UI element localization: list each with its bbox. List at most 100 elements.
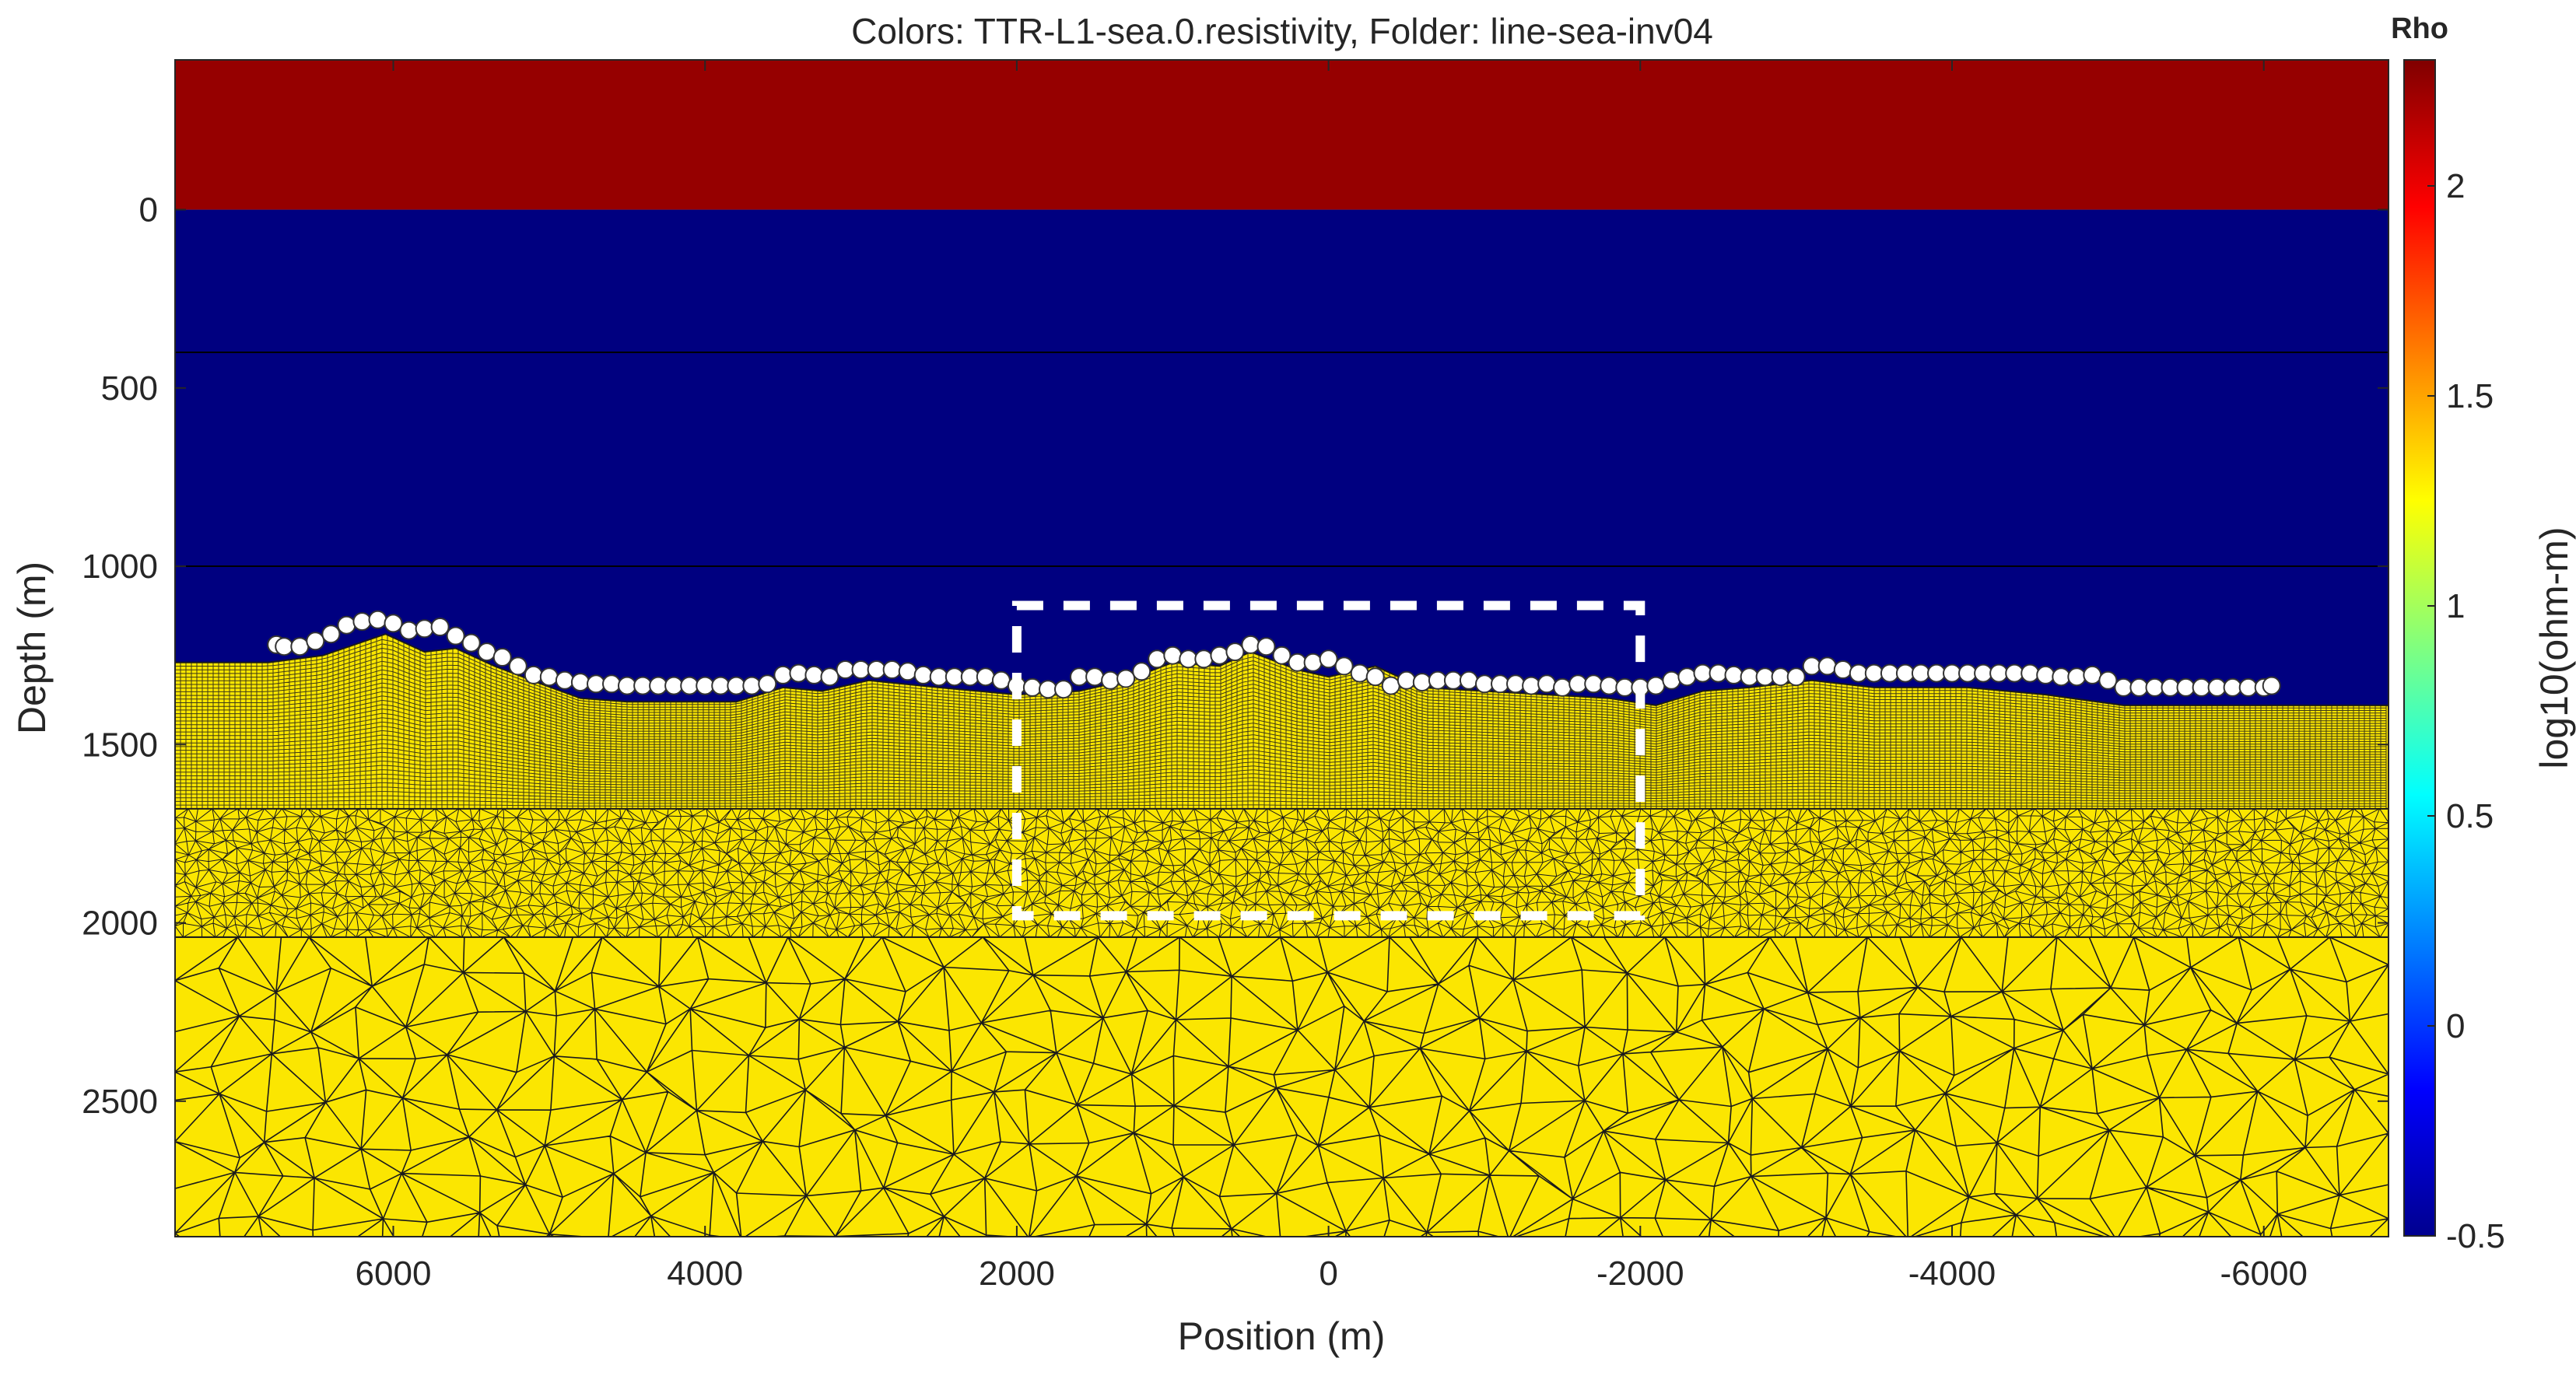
colorbar-tick-label: 2 [2446, 167, 2465, 205]
receiver-marker [1397, 670, 1416, 690]
receiver-marker [1039, 680, 1057, 699]
receiver-marker [773, 665, 793, 684]
receiver-marker [882, 660, 902, 679]
receiver-marker [1132, 662, 1151, 681]
receiver-marker [1568, 674, 1588, 694]
receiver-marker [446, 626, 465, 646]
receiver-marker [555, 670, 574, 690]
receiver-marker [1927, 663, 1946, 683]
receiver-marker [2176, 677, 2196, 697]
receiver-marker [1491, 674, 1509, 694]
x-axis: 6000 4000 2000 0 -2000 -4000 -6000 [356, 60, 2308, 1293]
receiver-marker [1895, 663, 1915, 683]
receiver-marker [1365, 667, 1385, 687]
receiver-marker [945, 667, 964, 687]
receiver-marker [742, 676, 762, 695]
receiver-marker [1584, 674, 1603, 694]
receiver-marker [1256, 637, 1276, 656]
receiver-marker [430, 618, 450, 636]
receiver-marker [2145, 677, 2164, 697]
receiver-marker [1600, 676, 1619, 695]
receiver-marker [2207, 677, 2227, 697]
x-axis-label: Position (m) [1178, 1314, 1386, 1358]
receiver-marker [929, 667, 948, 687]
receiver-marker [1101, 670, 1120, 690]
receiver-marker [461, 633, 481, 653]
x-tick-label: 0 [1319, 1255, 1337, 1293]
y-tick-label: 1000 [82, 548, 158, 586]
y-tick-label: 500 [101, 369, 158, 408]
receiver-marker [2005, 663, 2024, 683]
receiver-marker [1194, 649, 1214, 669]
receiver-marker [2262, 676, 2281, 695]
receiver-marker [524, 665, 543, 684]
colorbar-title: Rho [2391, 12, 2448, 45]
receiver-marker [1553, 677, 1572, 697]
receiver-marker [539, 667, 559, 687]
receiver-marker [1475, 674, 1494, 694]
plot-area [175, 60, 2388, 1237]
receiver-marker [649, 676, 668, 695]
receiver-marker [680, 676, 699, 695]
receiver-marker [758, 674, 777, 694]
receiver-marker [306, 632, 325, 651]
receiver-marker [477, 642, 496, 662]
x-tick-label: 6000 [356, 1255, 432, 1293]
receiver-marker [1225, 642, 1245, 662]
receiver-marker [664, 676, 684, 695]
receiver-marker [1771, 667, 1790, 687]
receiver-marker [352, 612, 372, 632]
receiver-marker [1443, 670, 1463, 690]
receiver-marker [1880, 663, 1899, 683]
receiver-marker [633, 676, 653, 695]
x-tick-label: -4000 [1908, 1255, 1996, 1293]
receiver-marker [1615, 677, 1635, 697]
receiver-marker [1864, 663, 1884, 683]
colorbar-gradient [2403, 59, 2436, 1237]
receiver-marker [1646, 676, 1666, 695]
receiver-marker [1943, 663, 1961, 683]
receiver-marker [1740, 667, 1759, 687]
receiver-marker [1163, 646, 1183, 665]
receiver-marker [275, 637, 294, 656]
receiver-marker [1802, 656, 1821, 676]
receiver-marker [1428, 670, 1447, 690]
receiver-marker [1085, 667, 1105, 687]
y-axis: 0 500 1000 1500 2000 2500 [82, 191, 2388, 1121]
receiver-marker [976, 667, 995, 687]
receiver-marker [2083, 665, 2102, 684]
receiver-marker [1958, 663, 1977, 683]
mesh-boundaries [175, 807, 2388, 938]
receiver-marker [1070, 667, 1088, 687]
receiver-marker [1412, 673, 1432, 692]
colorbar-tick-label: 1 [2446, 587, 2465, 625]
receiver-marker [399, 621, 419, 640]
receiver-marker [2114, 677, 2133, 697]
colorbar-tick-label: -0.5 [2446, 1217, 2505, 1255]
receiver-marker [570, 673, 590, 692]
receiver-marker [618, 676, 636, 695]
receiver-marker [1677, 667, 1697, 687]
y-tick-label: 1500 [82, 726, 158, 764]
plot-frame [174, 59, 2389, 1237]
receiver-marker [1288, 653, 1307, 672]
receiver-marker [1054, 680, 1073, 699]
receiver-marker [867, 660, 886, 679]
receiver-marker [851, 660, 871, 679]
receiver-marker [587, 674, 605, 694]
receiver-marker [1116, 669, 1136, 688]
receiver-marker [2067, 667, 2087, 687]
receiver-marker [2192, 677, 2211, 697]
receiver-marker [1989, 663, 2009, 683]
structured-mesh [175, 635, 2387, 809]
x-tick-label: -2000 [1596, 1255, 1684, 1293]
colorbar-tick-label: 0 [2446, 1007, 2465, 1045]
x-tick-label: 4000 [667, 1255, 743, 1293]
receiver-marker [1724, 665, 1744, 684]
receiver-marker [1755, 667, 1775, 687]
receiver-marker [1303, 653, 1323, 672]
receiver-marker [1537, 674, 1557, 694]
receiver-marker [1662, 670, 1681, 690]
receiver-marker [1148, 649, 1167, 669]
receiver-marker [789, 663, 808, 683]
